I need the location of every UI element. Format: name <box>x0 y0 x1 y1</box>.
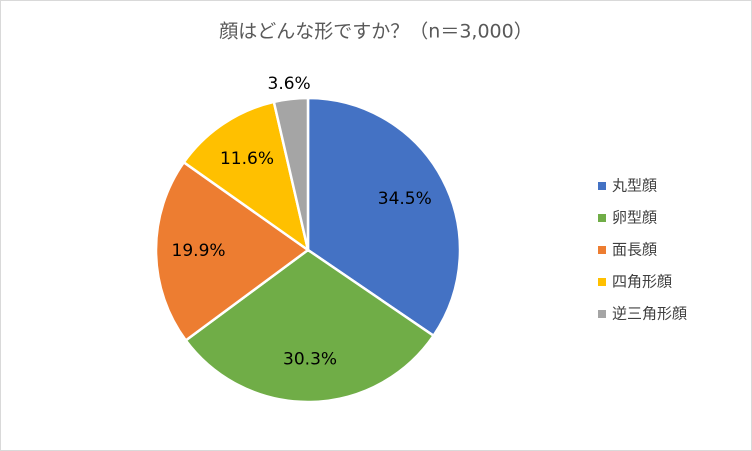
chart-title: 顔はどんな形ですか？（n＝3,000） <box>219 21 532 43</box>
data-label: 19.9% <box>172 241 226 261</box>
pie-slice <box>272 96 310 251</box>
legend-swatch <box>598 182 606 190</box>
pie-slice <box>182 100 310 253</box>
legend-swatch <box>598 246 606 254</box>
legend-label: 卵型顔 <box>612 209 657 227</box>
pie-slice <box>184 248 436 404</box>
legend-label: 四角形顔 <box>612 273 672 291</box>
legend-label: 面長顔 <box>612 241 657 259</box>
data-label: 30.3% <box>283 349 337 369</box>
pie-slice <box>154 160 311 343</box>
data-label: 11.6% <box>220 149 274 169</box>
legend-swatch <box>598 214 606 222</box>
legend-label: 丸型顔 <box>612 177 657 195</box>
legend-swatch <box>598 278 606 286</box>
data-label: 34.5% <box>378 189 432 209</box>
legend-swatch <box>598 310 606 318</box>
legend-label: 逆三角形顔 <box>612 305 687 323</box>
data-label: 3.6% <box>268 74 311 94</box>
pie-slice <box>306 96 462 338</box>
